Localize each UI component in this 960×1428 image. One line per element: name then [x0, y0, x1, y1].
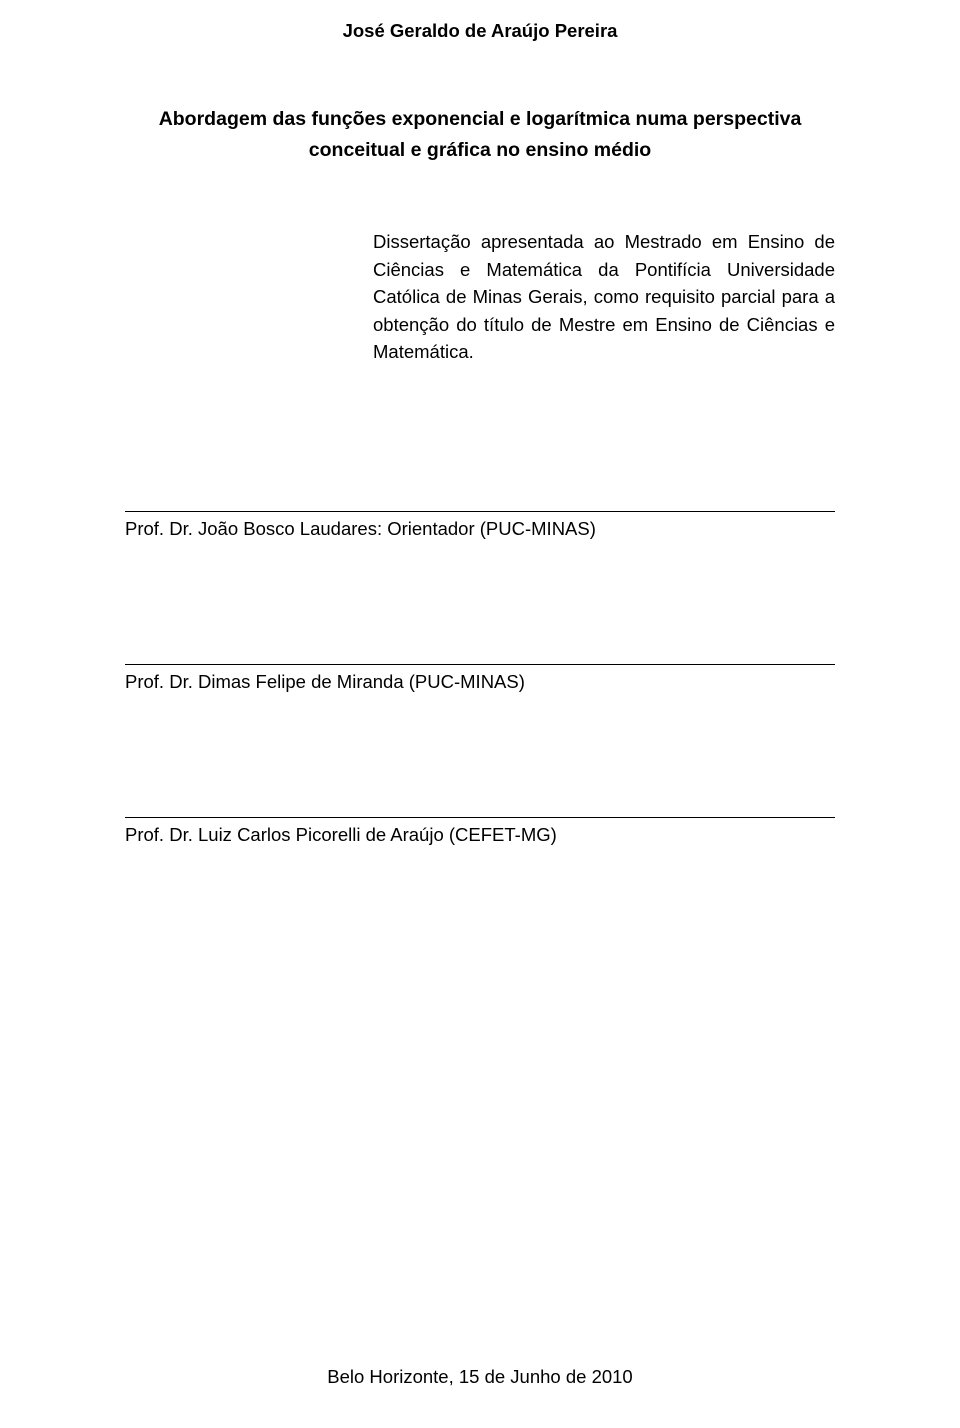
signatory-name: Prof. Dr. Luiz Carlos Picorelli de Araúj…	[125, 824, 835, 846]
author-name: José Geraldo de Araújo Pereira	[125, 20, 835, 42]
signature-line	[125, 664, 835, 665]
title-line-1: Abordagem das funções exponencial e loga…	[125, 104, 835, 135]
abstract-paragraph: Dissertação apresentada ao Mestrado em E…	[373, 228, 835, 365]
signature-line	[125, 817, 835, 818]
signature-line	[125, 511, 835, 512]
signature-block: Prof. Dr. João Bosco Laudares: Orientado…	[125, 511, 835, 540]
signature-block: Prof. Dr. Dimas Felipe de Miranda (PUC-M…	[125, 664, 835, 693]
dissertation-title: Abordagem das funções exponencial e loga…	[125, 104, 835, 166]
signatory-name: Prof. Dr. Dimas Felipe de Miranda (PUC-M…	[125, 671, 835, 693]
title-line-2: conceitual e gráfica no ensino médio	[125, 135, 835, 166]
signature-block: Prof. Dr. Luiz Carlos Picorelli de Araúj…	[125, 817, 835, 846]
signatory-name: Prof. Dr. João Bosco Laudares: Orientado…	[125, 518, 835, 540]
footer-date-location: Belo Horizonte, 15 de Junho de 2010	[0, 1366, 960, 1388]
